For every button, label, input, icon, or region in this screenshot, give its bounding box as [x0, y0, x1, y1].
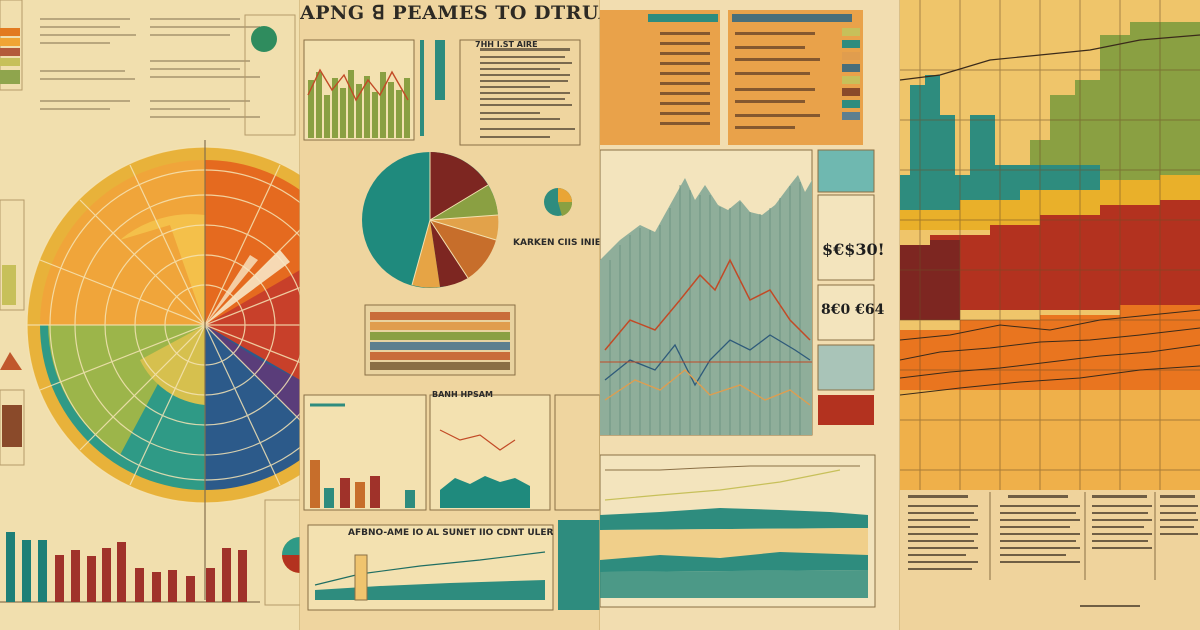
panel-radial-chart	[0, 0, 300, 630]
pie-chart	[362, 152, 499, 288]
bottom-area-chart	[429, 394, 551, 511]
top-left-color-swatches	[0, 28, 20, 84]
top-bar-line-chart	[303, 39, 415, 141]
light-teal-box	[817, 344, 875, 391]
stat-box-bottom	[817, 284, 875, 341]
panel-stepped-area-chart	[900, 0, 1200, 630]
small-pie	[544, 188, 573, 216]
subtitle-center: AFBNO-AME IO AL SUNET IIO CDNT ULER	[348, 528, 554, 538]
red-box	[818, 395, 874, 425]
panel-line-chart: $€$30! 8€0 €64	[600, 0, 900, 630]
area-panel-svg	[900, 0, 1200, 630]
radial-chart	[26, 140, 300, 600]
panel-pie-chart: APNG ꓭ PEAMES TO DTRUAcanic HD INRUAC Co…	[300, 0, 600, 630]
bottom-text-columns	[900, 490, 1200, 630]
mountain-line-chart	[600, 149, 813, 436]
radial-panel-svg	[0, 0, 300, 606]
green-dot	[251, 26, 277, 52]
bottom-wide-chart	[307, 524, 554, 611]
stepped-area-chart	[900, 0, 1200, 500]
panel-headline: APNG ꓭ PEAMES TO DTRUAcanic HD INRUAC Co…	[300, 2, 600, 24]
color-legend-column	[842, 28, 860, 120]
stacked-strip-chart	[364, 304, 516, 376]
stat-top-value: $€$30!	[822, 240, 885, 259]
bottom-left-bar-chart	[303, 394, 427, 511]
stat-box-top	[817, 194, 875, 281]
bottom-stream-chart	[600, 454, 876, 608]
teal-box	[817, 149, 875, 193]
mini-heading-b: BANH HPSAM	[432, 390, 493, 399]
pie-panel-svg	[303, 39, 600, 611]
mini-heading-a: 7HH I.ST AIRE	[475, 40, 538, 49]
subtitle-right: KARKEN CIIS INIEE V	[513, 238, 600, 248]
bottom-bar-chart	[0, 532, 260, 603]
stat-bottom-value: 8€0 €64	[821, 302, 885, 318]
line-panel-svg	[600, 10, 876, 608]
